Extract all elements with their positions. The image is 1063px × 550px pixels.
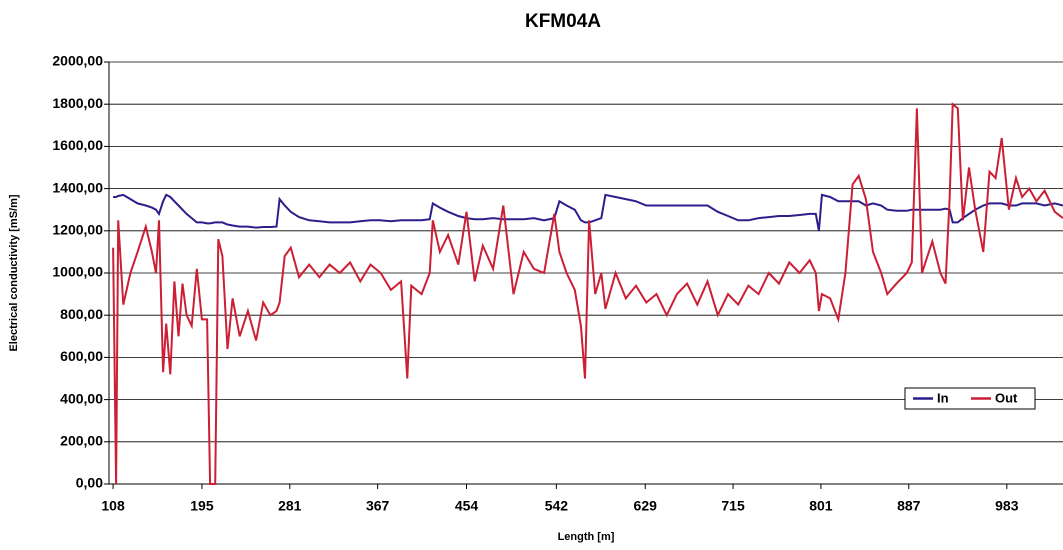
x-tick-label: 281 (278, 498, 302, 514)
y-tick-label: 400,00 (60, 390, 103, 406)
x-tick-label: 629 (634, 498, 658, 514)
y-tick-label: 800,00 (60, 306, 103, 322)
legend-label: In (937, 390, 949, 405)
y-axis-label: Electrical conductivity [mS/m] (8, 194, 20, 351)
y-tick-label: 1200,00 (52, 222, 103, 238)
y-tick-label: 1600,00 (52, 137, 103, 153)
data-line (113, 193, 1063, 231)
x-tick-label: 801 (809, 498, 833, 514)
x-tick-label: 542 (545, 498, 569, 514)
x-tick-label: 195 (190, 498, 214, 514)
x-tick-label: 454 (455, 498, 479, 514)
y-tick-label: 1800,00 (52, 95, 103, 111)
legend-label: Out (995, 390, 1018, 405)
x-tick-label: 887 (897, 498, 921, 514)
x-tick-label: 983 (995, 498, 1019, 514)
chart-title: KFM04A (525, 11, 601, 32)
x-tick-label: 715 (721, 498, 745, 514)
x-axis-label: Length [m] (558, 531, 615, 543)
x-tick-label: 367 (366, 498, 390, 514)
y-tick-label: 0,00 (76, 475, 103, 491)
y-tick-label: 1000,00 (52, 264, 103, 280)
x-tick-label: 108 (101, 498, 125, 514)
y-tick-label: 2000,00 (52, 53, 103, 69)
legend-box (904, 387, 1036, 410)
y-tick-label: 1400,00 (52, 179, 103, 195)
data-line (112, 102, 1063, 485)
y-tick-label: 200,00 (60, 433, 103, 449)
y-tick-label: 600,00 (60, 348, 103, 364)
